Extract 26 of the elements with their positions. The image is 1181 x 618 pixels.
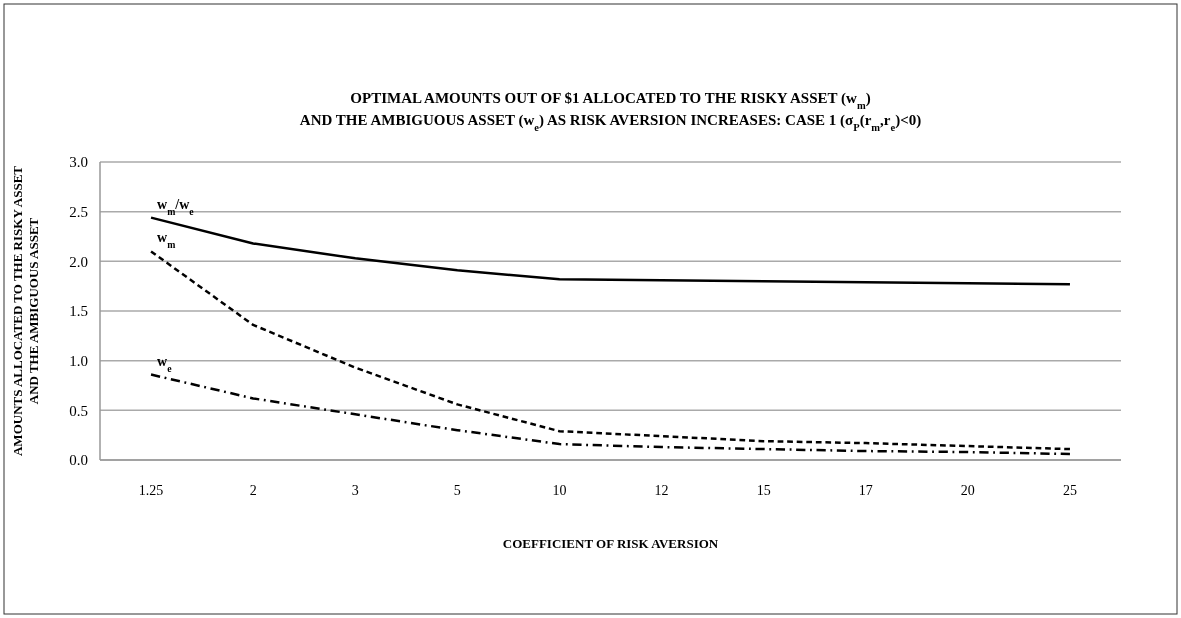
y-axis-title: AMOUNTS ALLOCATED TO THE RISKY ASSET AND THE AMBIGUOUS ASSET [10, 165, 41, 457]
x-tick-label: 25 [1062, 483, 1077, 498]
line-series [149, 250, 1072, 451]
series-label: w$_{m}$/w$_{e}$ [157, 196, 195, 217]
x-tick-label: 12 [654, 483, 669, 498]
x-tick-label: 20 [960, 483, 975, 498]
x-tick-label: 5 [453, 483, 461, 498]
y-tick-label: 0.0 [69, 452, 88, 469]
y-tick-label: 2.5 [69, 203, 88, 220]
x-axis-title: COEFFICIENT OF RISK AVERSION [502, 536, 719, 551]
y-tick-label: 1.5 [69, 303, 88, 320]
line-series [149, 216, 1072, 286]
x-tick-label: 1.25 [138, 483, 164, 498]
y-tick-label: 3.0 [69, 154, 88, 171]
y-tick-label: 0.5 [69, 402, 88, 419]
x-tick-label: 17 [858, 483, 873, 498]
line-series [149, 373, 1072, 456]
chart-title: OPTIMAL AMOUNTS OUT OF $1 ALLOCATED TO THE RISKY ASSET (w$_{m}$) AND THE AMBIGUOUS ASSET (w$_{e}$) AS RISK AVERSION INCREASES: CASE 1 (σ$_{P}$(r$_{m}$,r$_{e}$)<0) [299, 90, 922, 133]
y-tick-label: 1.0 [69, 352, 88, 369]
y-tick-label: 2.0 [69, 253, 88, 270]
x-tick-label: 2 [249, 483, 257, 498]
x-tick-label: 10 [552, 483, 567, 498]
series-label: w$_{e}$ [157, 353, 173, 374]
x-tick-label: 3 [351, 483, 359, 498]
x-tick-label: 15 [756, 483, 771, 498]
series-label: w$_{m}$ [157, 230, 176, 250]
